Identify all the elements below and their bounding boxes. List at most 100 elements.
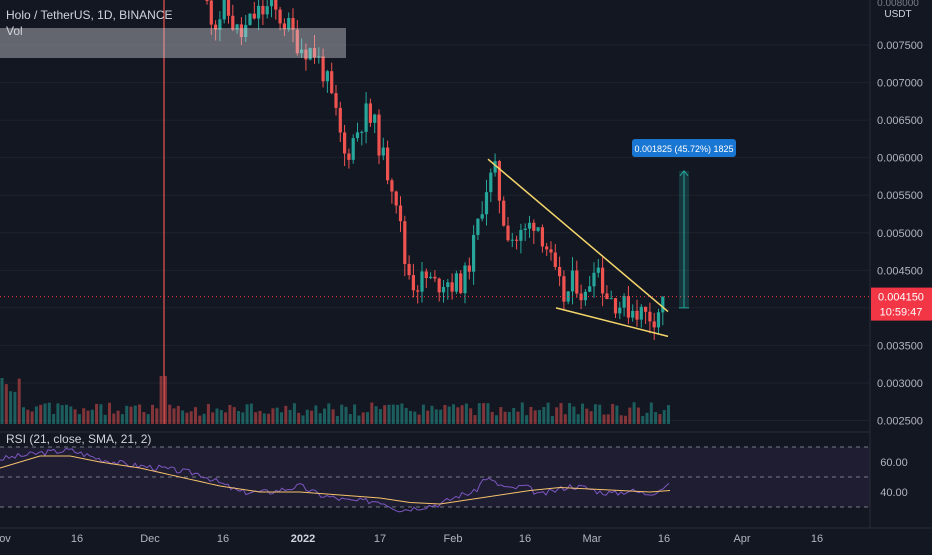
candle-body <box>515 239 519 241</box>
candle-body <box>278 9 282 24</box>
rsi-tick-label: 40.00 <box>880 487 908 499</box>
volume-bar <box>116 410 120 424</box>
volume-legend-background <box>0 28 346 58</box>
volume-bar <box>185 412 189 424</box>
volume-bar <box>477 403 481 424</box>
candle-body <box>489 172 493 193</box>
candle-body <box>386 147 390 181</box>
volume-bar <box>658 414 662 424</box>
volume-bar <box>292 403 296 424</box>
candle-body <box>287 18 291 30</box>
volume-bar <box>163 376 167 424</box>
volume-bar <box>559 403 563 424</box>
volume-bar <box>43 403 47 424</box>
volume-bar <box>237 411 240 424</box>
candle-body <box>429 276 433 279</box>
volume-bar <box>194 407 197 424</box>
candle-body <box>605 293 609 300</box>
time-tick-label: Dec <box>140 533 160 545</box>
candle-body <box>312 48 317 58</box>
time-tick-label: 16 <box>217 533 229 545</box>
volume-bar <box>232 407 236 424</box>
last-price-value: 0.004150 <box>878 292 924 304</box>
volume-bar <box>452 404 455 424</box>
volume-bar <box>297 412 301 424</box>
volume-bar <box>383 405 387 424</box>
candle-body <box>226 0 231 16</box>
candle-body <box>437 278 441 293</box>
volume-bar <box>344 406 348 424</box>
volume-bar <box>82 408 86 424</box>
measure-label-box <box>632 139 736 157</box>
candle-body <box>209 0 213 25</box>
price-tick-label: 0.006500 <box>877 115 923 127</box>
candle-body <box>269 0 274 7</box>
candle-body <box>330 71 334 94</box>
upper-trendline <box>487 158 669 313</box>
volume-bar <box>507 411 511 424</box>
candle-body <box>295 29 299 54</box>
candle-body <box>467 265 471 272</box>
candle-body <box>480 214 484 219</box>
volume-bar <box>443 404 447 424</box>
volume-bar <box>525 415 529 424</box>
volume-bar <box>624 415 627 424</box>
volume-bar <box>533 410 537 424</box>
candle-body <box>631 310 635 318</box>
volume-bar <box>77 414 81 424</box>
candle-body <box>441 287 446 293</box>
volume-bar <box>65 404 68 424</box>
candle-body <box>222 0 226 20</box>
candle-body <box>523 228 527 231</box>
candle-body <box>476 218 480 235</box>
candle-body <box>424 271 428 279</box>
candle-body <box>265 6 269 15</box>
candle-body <box>407 264 411 276</box>
volume-bar <box>280 412 283 424</box>
candle-body <box>261 5 265 15</box>
volume-bar <box>460 405 464 424</box>
volume-bar <box>538 410 541 424</box>
price-tick-label: 0.005000 <box>877 228 923 240</box>
volume-bar <box>86 410 90 424</box>
volume-bar <box>641 415 645 424</box>
price-tick-label: 0.003500 <box>877 340 923 352</box>
volume-bar <box>370 402 374 424</box>
volume-bar <box>47 402 51 424</box>
symbol-title[interactable]: Holo / TetherUS, 1D, BINANCE <box>6 8 173 22</box>
candle-body <box>510 239 514 241</box>
candle-body <box>398 205 403 222</box>
volume-bar <box>22 407 25 424</box>
volume-bar <box>542 407 546 424</box>
price-tick-label: 0.002500 <box>877 415 923 427</box>
candle-body <box>355 132 360 139</box>
time-tick-label: Mar <box>583 533 602 545</box>
volume-bar <box>254 412 258 424</box>
candle-body <box>592 272 596 287</box>
volume-label[interactable]: Vol <box>6 24 23 38</box>
volume-bar <box>572 406 576 424</box>
volume-bar <box>73 409 77 424</box>
candle-body <box>321 56 325 82</box>
candle-body <box>252 13 256 19</box>
price-tick-label: 0.007000 <box>877 78 923 90</box>
candle-body <box>545 246 549 250</box>
volume-bar <box>374 406 378 424</box>
volume-bar <box>512 407 516 424</box>
volume-bar <box>17 378 21 424</box>
rsi-panel <box>0 431 870 513</box>
volume-bar <box>129 406 133 424</box>
volume-bar <box>606 414 610 424</box>
volume-bar <box>168 404 172 424</box>
volume-bar <box>206 403 210 424</box>
volume-bar <box>486 403 490 424</box>
candle-body <box>639 306 643 320</box>
volume-bar <box>366 412 369 424</box>
time-tick-label: 16 <box>519 533 531 545</box>
rsi-label[interactable]: RSI (21, close, SMA, 21, 2) <box>6 432 152 446</box>
volume-bar <box>662 410 666 424</box>
candle-body <box>257 5 261 19</box>
volume-bar <box>576 414 580 424</box>
